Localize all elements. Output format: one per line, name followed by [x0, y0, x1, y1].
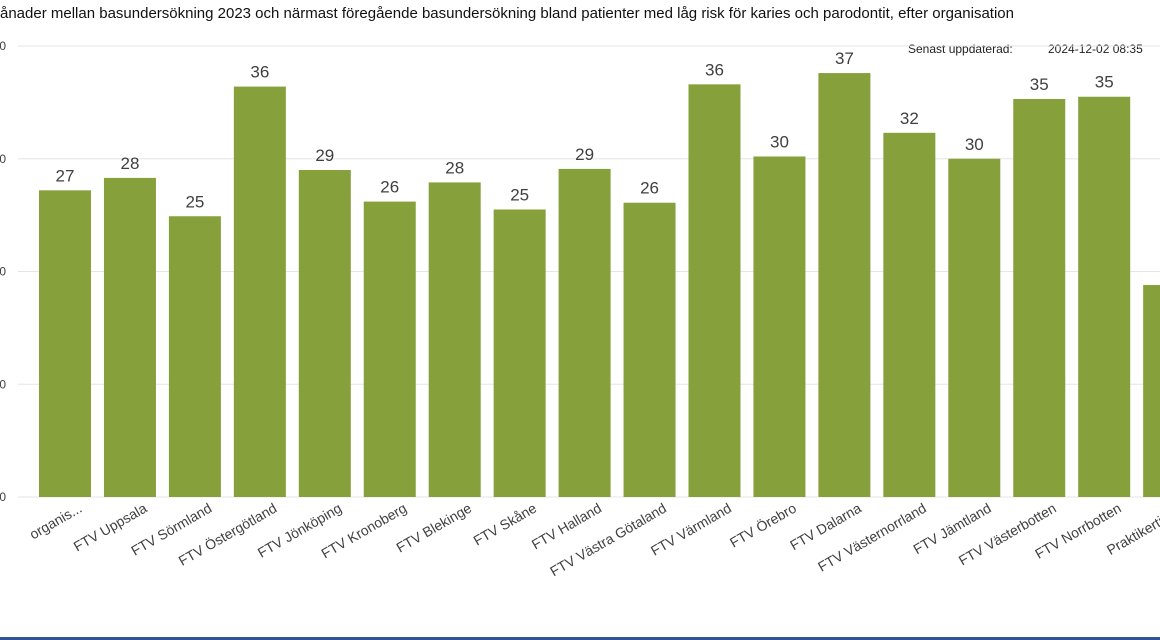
value-label: 28	[120, 154, 139, 173]
value-label: 29	[575, 145, 594, 164]
bar	[558, 168, 611, 497]
bar	[1143, 285, 1160, 497]
value-label: 26	[380, 178, 399, 197]
bar	[363, 201, 416, 497]
bar	[948, 158, 1001, 497]
category-label: FTV Skåne	[471, 500, 540, 549]
category-label: organis...	[27, 500, 85, 543]
y-tick-label: 0	[0, 377, 6, 391]
bar	[233, 86, 286, 497]
bar	[103, 177, 156, 498]
category-label: FTV Västra Götaland	[547, 500, 669, 580]
value-label: 26	[640, 179, 659, 198]
bar	[1078, 96, 1131, 498]
value-label: 30	[770, 132, 789, 151]
value-label: 35	[1095, 73, 1114, 92]
y-tick-label: 0	[0, 152, 6, 166]
value-label: 28	[445, 158, 464, 177]
bar	[298, 170, 351, 497]
bar	[493, 209, 546, 498]
y-tick-label: 0	[0, 265, 6, 279]
value-label: 25	[510, 185, 529, 204]
value-label: 29	[315, 146, 334, 165]
value-label: 30	[965, 135, 984, 154]
bar	[428, 182, 481, 498]
value-label: 35	[1030, 75, 1049, 94]
bar	[1013, 98, 1066, 498]
value-label: 37	[835, 49, 854, 68]
y-tick-label: 0	[0, 490, 6, 504]
bar	[753, 156, 806, 497]
bar	[623, 202, 676, 497]
value-label: 25	[185, 192, 204, 211]
value-label: 36	[250, 63, 269, 82]
value-label: 36	[705, 60, 724, 79]
bar	[883, 132, 936, 497]
value-label: 32	[900, 109, 919, 128]
bar	[39, 190, 91, 497]
y-tick-label: 0	[0, 39, 6, 53]
chart-title: ånader mellan basundersökning 2023 och n…	[0, 5, 1014, 22]
category-label: FTV Västernorrland	[815, 500, 929, 575]
bar	[818, 73, 871, 497]
bar	[688, 84, 741, 498]
value-label: 27	[56, 166, 75, 185]
bar	[168, 216, 221, 497]
